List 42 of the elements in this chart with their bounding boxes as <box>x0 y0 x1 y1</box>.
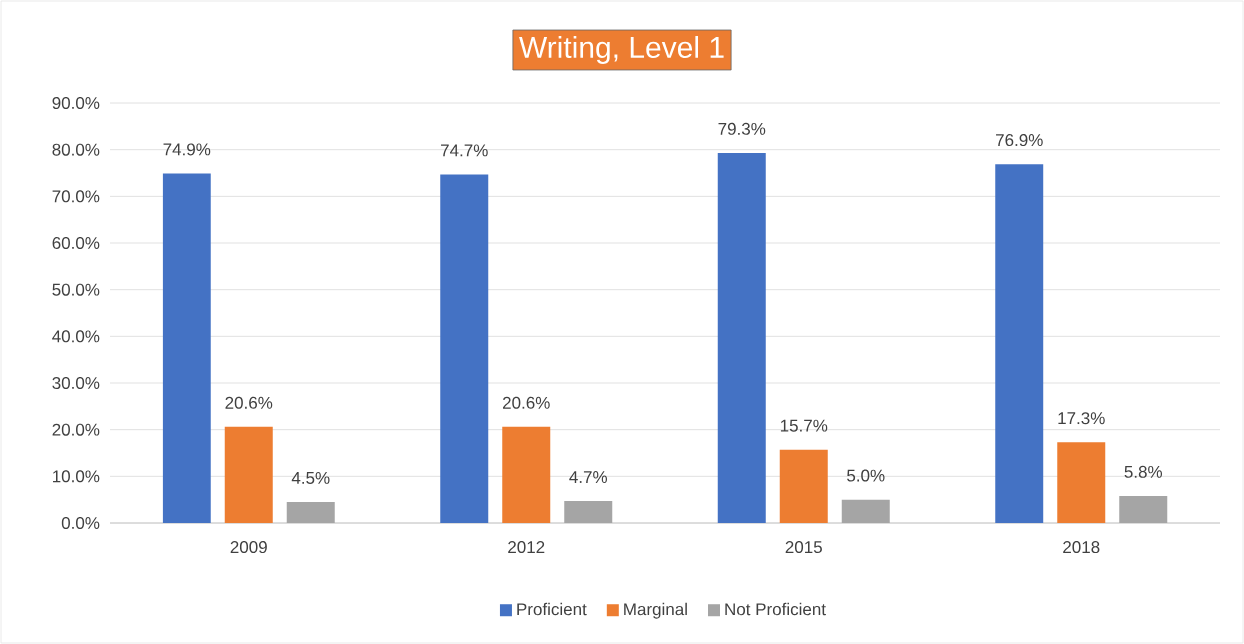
y-tick-label: 40.0% <box>52 330 100 343</box>
bar <box>841 499 890 523</box>
data-label: 17.3% <box>1058 412 1105 425</box>
data-label: 15.7% <box>780 419 828 432</box>
y-tick-label: 80.0% <box>52 143 100 156</box>
data-label: 5.0% <box>847 469 885 482</box>
legend-label: Not Proficient <box>725 602 826 616</box>
data-label: 4.7% <box>569 471 608 483</box>
bar <box>224 426 273 523</box>
y-tick-label: 20.0% <box>52 423 100 436</box>
y-tick-label: 30.0% <box>52 377 100 390</box>
y-tick-label: 0.0% <box>61 517 100 530</box>
bar <box>995 164 1044 523</box>
bar <box>564 501 613 523</box>
data-label: 4.5% <box>291 471 330 484</box>
bar <box>717 152 766 523</box>
bar <box>162 173 211 523</box>
y-tick-label: 50.0% <box>52 283 100 296</box>
data-label: 74.7% <box>441 144 488 157</box>
y-tick-label: 10.0% <box>53 470 100 483</box>
chart-title: Writing, Level 1 <box>519 36 724 64</box>
bar <box>502 426 551 523</box>
y-tick-label: 60.0% <box>52 237 100 250</box>
bar <box>1057 442 1106 523</box>
x-tick-label: 2009 <box>230 541 267 554</box>
x-tick-label: 2015 <box>785 541 822 554</box>
bar <box>1119 495 1168 523</box>
data-label: 5.8% <box>1124 465 1163 478</box>
bar <box>779 449 828 523</box>
y-tick-label: 70.0% <box>52 190 100 203</box>
y-tick-label: 90.0% <box>52 97 100 110</box>
legend-label: Marginal <box>624 602 687 619</box>
x-tick-label: 2018 <box>1063 541 1100 554</box>
data-label: 79.3% <box>718 122 766 135</box>
data-label: 20.6% <box>225 396 273 409</box>
bar <box>286 502 335 523</box>
legend-label: Proficient <box>517 602 587 616</box>
data-label: 20.6% <box>503 396 550 409</box>
data-label: 74.9% <box>163 143 211 156</box>
bar <box>440 174 489 523</box>
x-tick-label: 2012 <box>508 541 545 554</box>
data-label: 76.9% <box>996 134 1043 147</box>
